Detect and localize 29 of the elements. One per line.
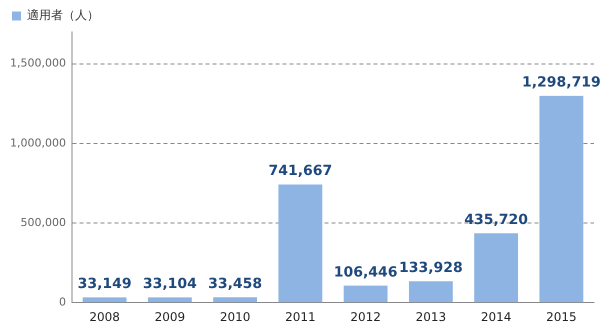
- x-tick-label: 2015: [546, 310, 577, 324]
- data-label: 33,458: [208, 276, 262, 292]
- x-tick-label: 2013: [416, 310, 446, 324]
- x-tick-label: 2009: [154, 310, 186, 324]
- x-tick-label: 2011: [285, 310, 316, 324]
- x-tick-label: 2012: [350, 310, 381, 324]
- y-tick-label: 500,000: [20, 216, 66, 229]
- x-tick-label: 2014: [480, 310, 512, 324]
- data-label: 106,446: [334, 264, 398, 280]
- x-tick-label: 2008: [89, 310, 120, 324]
- data-label: 33,104: [142, 276, 198, 292]
- bar: [82, 297, 127, 302]
- x-tick-label: 2010: [220, 310, 250, 324]
- data-label: 33,149: [78, 276, 132, 292]
- bar: [474, 233, 518, 302]
- data-label: 1,298,719: [522, 74, 601, 91]
- bar: [278, 184, 322, 302]
- data-label: 133,928: [398, 260, 463, 276]
- data-label: 435,720: [464, 212, 528, 228]
- bar: [213, 297, 258, 302]
- data-label: 741,667: [268, 163, 332, 180]
- y-tick-label: 0: [58, 295, 66, 308]
- bar: [408, 281, 453, 302]
- bar: [539, 96, 584, 302]
- y-tick-label: 1,000,000: [10, 136, 66, 150]
- bar: [148, 297, 192, 302]
- legend-label: 適用者（人）: [27, 8, 99, 22]
- bar: [344, 286, 388, 302]
- y-tick-label: 1,500,000: [10, 56, 66, 70]
